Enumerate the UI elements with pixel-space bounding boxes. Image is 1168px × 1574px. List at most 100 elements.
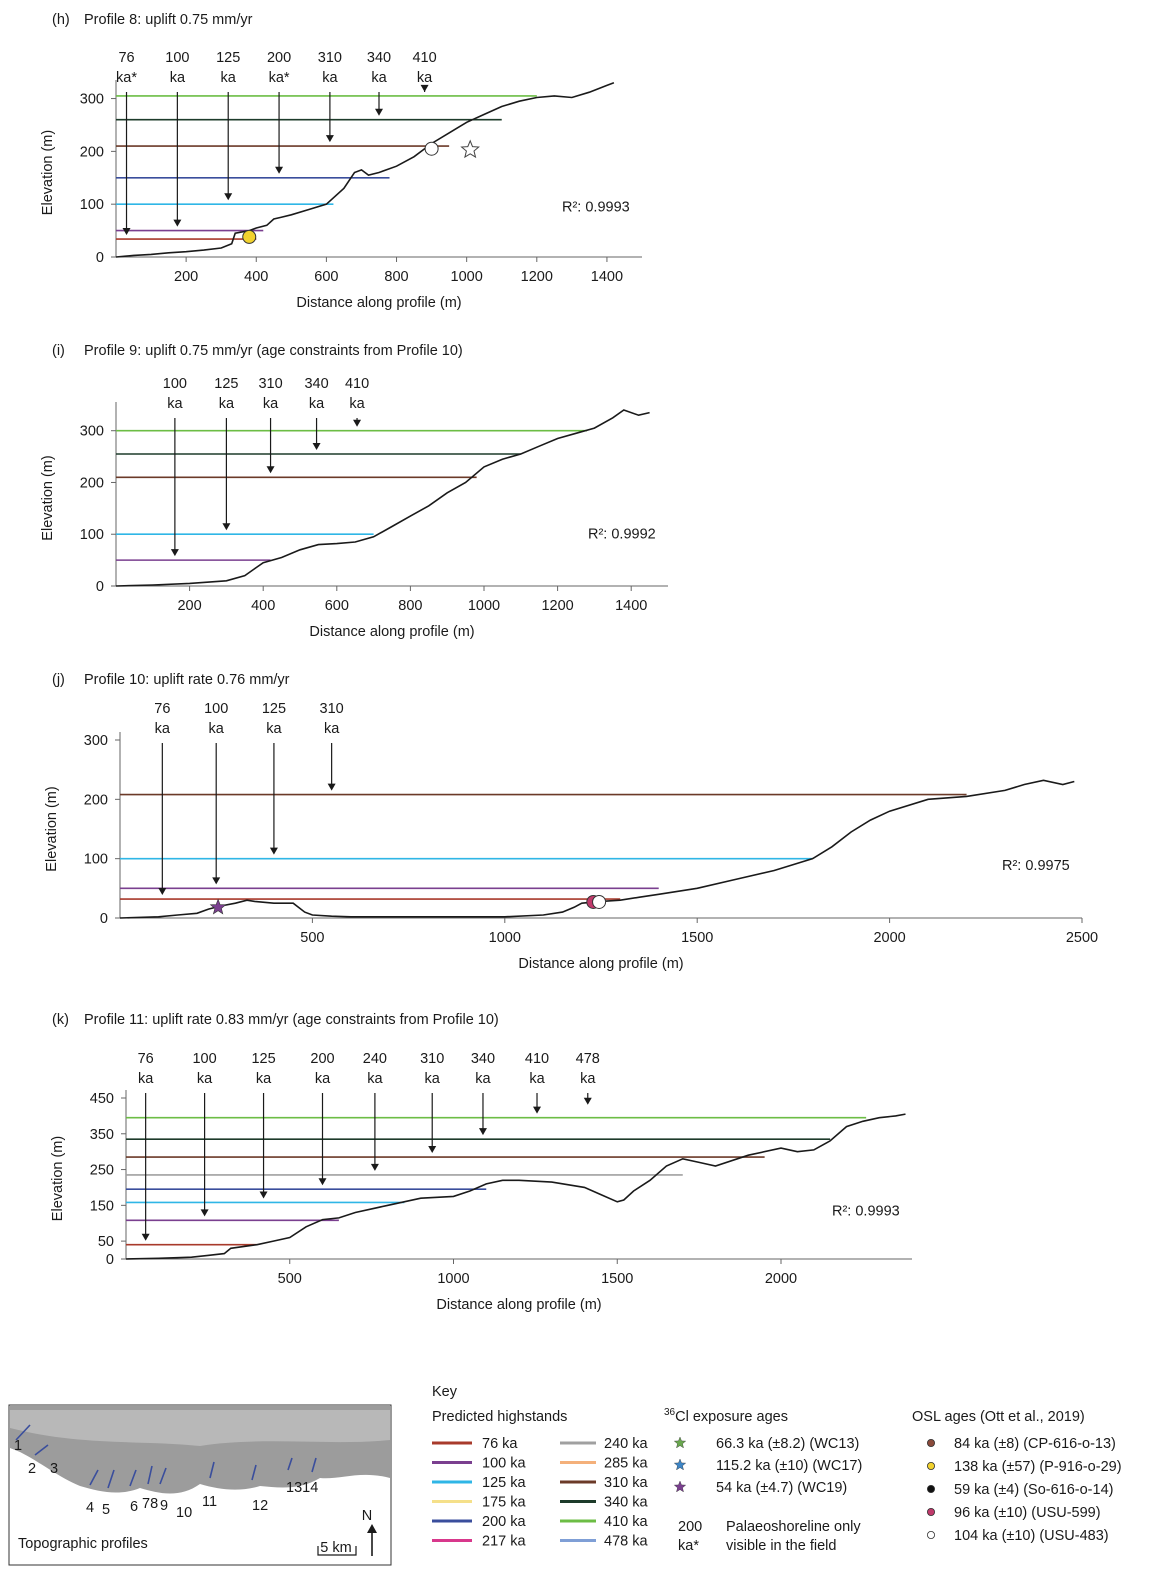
y-tick-label: 200 [80,475,104,491]
key-cl36-star [673,1458,687,1471]
x-axis-label: Distance along profile (m) [296,295,461,311]
age-arrow-head [353,419,362,427]
age-label-number: 100 [192,1051,216,1067]
age-arrow-head [173,219,182,227]
key-highstand-label: 240 ka [604,1436,648,1452]
x-tick-label: 1000 [489,930,521,946]
profile-number: 9 [160,1498,168,1514]
r-squared: R²: 0.9992 [588,526,656,542]
cl36-star-54ka [209,898,227,915]
y-tick-label: 300 [80,92,104,108]
age-label-number: 200 [310,1051,334,1067]
age-label-number: 125 [214,376,238,392]
x-tick-label: 1400 [615,598,647,614]
profile-trace [107,1469,115,1489]
y-axis-label: Elevation (m) [50,1136,66,1221]
age-label-unit: ka [580,1071,596,1087]
age-label-unit: ka* [116,70,137,86]
age-label-unit: ka [315,1071,331,1087]
age-label-unit: ka [367,1071,383,1087]
key-cl36-label: 54 ka (±4.7) (WC19) [716,1480,847,1496]
age-label-number: 76 [138,1051,154,1067]
x-tick-label: 500 [278,1271,302,1287]
profile-number: 5 [102,1502,110,1518]
x-tick-label: 1400 [591,269,623,285]
age-label-number: 76 [118,50,134,66]
key-cl36-star [673,1480,687,1493]
y-tick-label: 200 [84,792,108,808]
key-cl36-label: 115.2 ka (±10) (WC17) [716,1458,862,1474]
y-tick-label: 0 [106,1252,114,1268]
key-palaeo-age: 200 [678,1519,702,1535]
profile-trace [251,1464,257,1481]
profile-number: 78 [142,1496,158,1512]
key-osl-dot [927,1462,936,1471]
x-tick-label: 500 [300,930,324,946]
panel-label: (h) [52,12,70,28]
age-label-unit: ka [349,396,365,412]
age-label-unit: ka [138,1071,154,1087]
profile-trace [209,1461,215,1479]
y-tick-label: 0 [100,911,108,927]
terrain-highlands [10,1410,390,1446]
age-label-number: 410 [412,50,436,66]
panel-title: Profile 9: uplift 0.75 mm/yr (age constr… [84,343,463,359]
x-tick-label: 200 [174,269,198,285]
x-tick-label: 800 [398,598,422,614]
age-label-number: 478 [576,1051,600,1067]
key-osl-title: OSL ages (Ott et al., 2019) [912,1409,1085,1425]
age-label-unit: ka [209,721,225,737]
panel-label: (k) [52,1012,69,1028]
panel-k: (k) Profile 11: uplift rate 0.83 mm/yr (a… [50,1012,912,1313]
age-label-unit: ka [475,1071,491,1087]
profile-trace [147,1465,153,1485]
profile-trace [89,1469,99,1486]
x-tick-label: 2500 [1066,930,1098,946]
age-label-unit: ka [417,70,433,86]
y-axis-label: Elevation (m) [44,786,60,871]
x-tick-label: 1500 [601,1271,633,1287]
key-highstand-label: 217 ka [482,1534,526,1550]
key-highstand-label: 410 ka [604,1514,648,1530]
age-label-unit: ka [221,70,237,86]
key-cl36-title: 36Cl exposure ages [664,1407,788,1425]
north-arrow-head [367,1524,377,1533]
age-label-number: 410 [525,1051,549,1067]
age-arrow-head [212,877,221,885]
inset-caption: Topographic profiles [18,1536,148,1552]
age-label-unit: ka [309,396,325,412]
x-tick-label: 600 [314,269,338,285]
age-arrow-head [266,466,275,474]
age-arrow-head [318,1178,327,1186]
age-label-unit: ka [197,1071,213,1087]
profile-number: 4 [86,1500,94,1516]
panel-label: (i) [52,343,65,359]
profile-trace [34,1444,49,1456]
y-tick-label: 100 [84,852,108,868]
panel-j: (j) Profile 10: uplift rate 0.76 mm/yr 0 10… [44,672,1098,972]
key-title: Key [432,1384,458,1400]
x-tick-label: 1000 [468,598,500,614]
age-label-number: 100 [204,701,228,717]
age-arrow-head [170,549,179,557]
key-highstand-label: 340 ka [604,1495,648,1511]
age-label-unit: ka [425,1071,441,1087]
age-label-number: 200 [267,50,291,66]
age-arrow-head [312,443,321,450]
key-osl-dot [927,1439,936,1448]
x-tick-label: 800 [384,269,408,285]
age-arrow-head [122,228,131,236]
key-highstand-label: 478 ka [604,1534,648,1550]
age-arrow-head [583,1097,592,1105]
topographic-profile [115,81,615,258]
key-cl36-star [673,1436,687,1449]
x-tick-label: 1500 [681,930,713,946]
age-label-unit: ka [322,70,338,86]
age-label-number: 310 [320,701,344,717]
age-arrow-head [420,84,429,92]
key-osl-label: 138 ka (±57) (P-916-o-29) [954,1459,1122,1475]
age-label-number: 125 [262,701,286,717]
age-label-number: 410 [345,376,369,392]
key-highstand-label: 310 ka [604,1475,648,1491]
age-label-unit: ka [324,721,340,737]
